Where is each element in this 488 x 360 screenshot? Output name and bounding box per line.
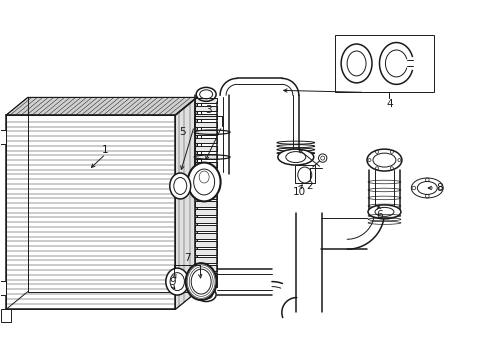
- Polygon shape: [195, 233, 217, 239]
- Ellipse shape: [185, 263, 216, 300]
- Polygon shape: [28, 97, 197, 292]
- Polygon shape: [6, 115, 175, 310]
- Polygon shape: [6, 97, 197, 115]
- Circle shape: [318, 154, 326, 162]
- Polygon shape: [1, 310, 11, 323]
- Polygon shape: [195, 114, 217, 119]
- Polygon shape: [195, 138, 217, 143]
- Polygon shape: [195, 265, 217, 271]
- Polygon shape: [195, 130, 217, 135]
- Circle shape: [320, 156, 324, 160]
- Polygon shape: [0, 280, 6, 294]
- Text: 7: 7: [183, 253, 190, 263]
- Ellipse shape: [410, 178, 442, 198]
- Polygon shape: [294, 165, 314, 183]
- Text: 1: 1: [102, 145, 109, 155]
- Polygon shape: [195, 185, 217, 191]
- Text: 4: 4: [386, 99, 392, 109]
- Polygon shape: [195, 281, 217, 287]
- Ellipse shape: [187, 163, 220, 201]
- Polygon shape: [195, 225, 217, 231]
- Polygon shape: [195, 249, 217, 255]
- Text: 2: 2: [306, 181, 312, 191]
- Polygon shape: [195, 154, 217, 159]
- Polygon shape: [195, 177, 217, 183]
- Text: 9: 9: [169, 276, 175, 287]
- Text: 5: 5: [179, 127, 185, 137]
- Ellipse shape: [366, 149, 401, 171]
- Polygon shape: [195, 122, 217, 127]
- Polygon shape: [175, 97, 197, 310]
- Polygon shape: [195, 162, 217, 167]
- Polygon shape: [195, 257, 217, 263]
- Polygon shape: [195, 170, 217, 175]
- Polygon shape: [195, 106, 217, 111]
- Polygon shape: [195, 273, 217, 279]
- Text: 3: 3: [204, 105, 211, 115]
- Text: 10: 10: [293, 187, 305, 197]
- Polygon shape: [195, 241, 217, 247]
- Polygon shape: [195, 98, 217, 103]
- Text: 8: 8: [435, 183, 442, 193]
- Bar: [334, 35, 433, 92]
- Polygon shape: [0, 130, 6, 144]
- Polygon shape: [195, 217, 217, 223]
- Polygon shape: [195, 210, 217, 215]
- Ellipse shape: [277, 149, 313, 165]
- Ellipse shape: [169, 173, 190, 199]
- Polygon shape: [195, 193, 217, 199]
- Polygon shape: [195, 201, 217, 207]
- Polygon shape: [195, 146, 217, 151]
- Text: 6: 6: [375, 210, 382, 220]
- Ellipse shape: [165, 268, 188, 295]
- Ellipse shape: [367, 205, 400, 219]
